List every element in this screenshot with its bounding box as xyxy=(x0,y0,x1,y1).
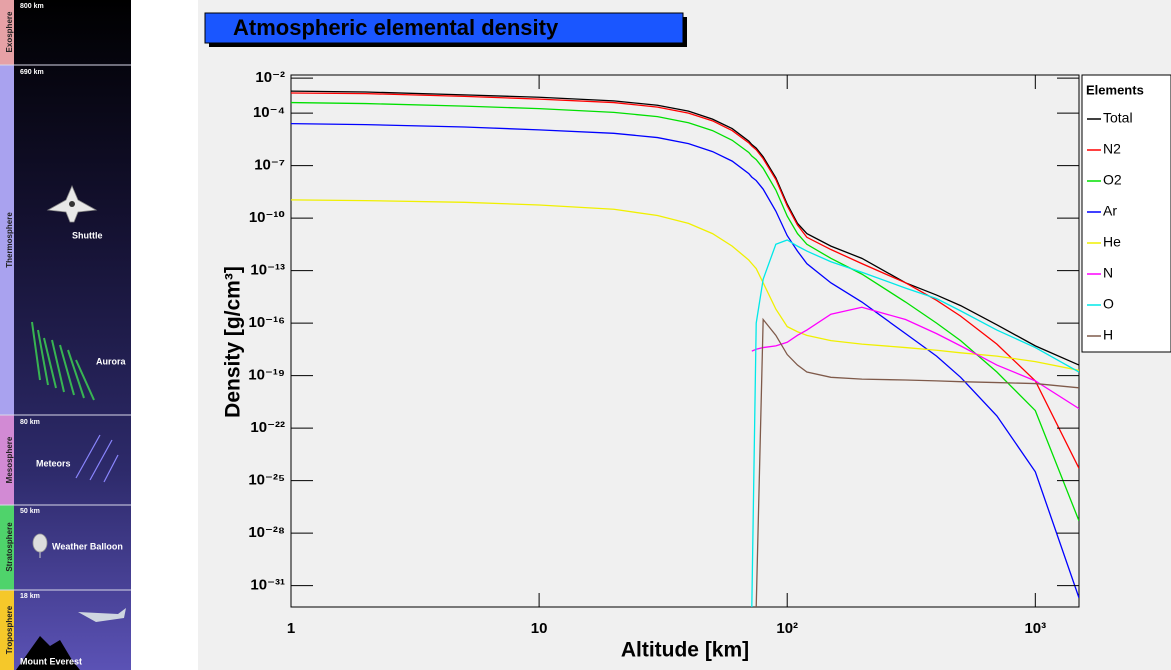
chart-title: Atmospheric elemental density xyxy=(233,15,559,40)
layer-altitude: 50 km xyxy=(20,508,40,515)
series-line xyxy=(291,122,1079,599)
y-tick-label: 10⁻¹⁰ xyxy=(249,209,285,226)
layer-name: Stratosphere xyxy=(5,522,14,572)
x-tick-label: 10² xyxy=(776,620,798,637)
layer-name: Exosphere xyxy=(5,11,14,52)
mountain-icon xyxy=(16,636,80,670)
layer-name: Troposphere xyxy=(5,605,14,654)
atmosphere-panel: Exosphere Thermosphere Mesosphere Strato… xyxy=(0,0,131,670)
series-line xyxy=(751,306,1079,410)
legend-label: H xyxy=(1103,327,1113,343)
layer-name: Thermosphere xyxy=(5,212,14,268)
balloon-icon xyxy=(32,533,48,558)
series-line xyxy=(755,317,1079,607)
legend-label: Ar xyxy=(1103,203,1117,219)
plot-area xyxy=(291,90,1079,607)
series-line xyxy=(291,90,1079,366)
legend-label: N xyxy=(1103,265,1113,281)
x-tick-label: 1 xyxy=(287,620,295,637)
layer-band xyxy=(0,415,14,505)
y-tick-label: 10⁻² xyxy=(255,69,285,86)
layer-band xyxy=(0,0,14,65)
y-tick-label: 10⁻¹³ xyxy=(250,262,285,279)
icon-label: Weather Balloon xyxy=(52,541,123,551)
layer-band xyxy=(0,505,14,590)
y-tick-label: 10⁻¹⁶ xyxy=(248,314,285,331)
legend-label: N2 xyxy=(1103,141,1121,157)
layer-separators xyxy=(0,64,131,591)
y-tick-label: 10⁻⁷ xyxy=(254,157,285,174)
layer-altitude: 690 km xyxy=(20,69,44,76)
icon-label: Shuttle xyxy=(72,230,103,240)
x-tick-label: 10 xyxy=(531,620,548,637)
y-tick-label: 10⁻¹⁹ xyxy=(248,367,285,384)
series-line xyxy=(291,101,1079,522)
layer-name: Mesosphere xyxy=(5,436,14,483)
layer-band xyxy=(0,590,14,670)
series-line xyxy=(291,92,1079,469)
legend-label: O xyxy=(1103,296,1114,312)
layer-band xyxy=(0,65,14,415)
meteors-icon xyxy=(75,434,119,483)
plot-frame xyxy=(290,74,1080,608)
icon-label: Mount Everest xyxy=(20,656,82,666)
y-tick-label: 10⁻³¹ xyxy=(250,577,285,594)
legend-label: He xyxy=(1103,234,1121,250)
y-tick-label: 10⁻²⁸ xyxy=(248,524,285,541)
legend-label: O2 xyxy=(1103,172,1122,188)
icon-label: Meteors xyxy=(36,458,71,468)
legend-title: Elements xyxy=(1086,82,1144,97)
legend-box xyxy=(1081,74,1171,353)
series-line xyxy=(751,239,1079,607)
plane-icon xyxy=(78,608,126,622)
legend-label: Total xyxy=(1103,110,1133,126)
y-axis-label: Density [g/cm³] xyxy=(222,266,245,418)
layer-altitude: 800 km xyxy=(20,3,44,10)
x-axis-label: Altitude [km] xyxy=(621,639,749,662)
x-tick-label: 10³ xyxy=(1024,620,1046,637)
y-tick-label: 10⁻²⁵ xyxy=(248,472,285,489)
layer-altitude: 80 km xyxy=(20,419,40,426)
y-tick-label: 10⁻²² xyxy=(250,419,285,436)
panel-background xyxy=(0,0,131,670)
icon-label: Aurora xyxy=(96,356,126,366)
chart-background xyxy=(198,0,1171,670)
title-box xyxy=(204,12,684,44)
aurora-icon xyxy=(31,321,95,401)
shuttle-icon xyxy=(46,184,98,223)
y-tick-label: 10⁻⁴ xyxy=(253,104,285,121)
layer-altitude: 18 km xyxy=(20,593,40,600)
